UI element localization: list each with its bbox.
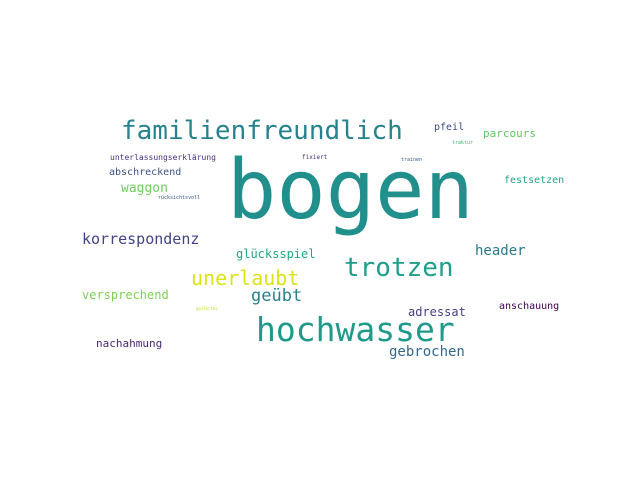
- word-nachahmung: nachahmung: [96, 337, 163, 350]
- word-geuebt: geübt: [251, 286, 303, 306]
- word-hochwasser: hochwasser: [256, 310, 455, 349]
- word-traktur: traktur: [452, 140, 474, 146]
- word-trainen: trainen: [401, 157, 423, 163]
- word-gebrochen: gebrochen: [389, 344, 465, 360]
- word-festsetzen: festsetzen: [504, 175, 565, 186]
- word-gluecksspiel: glücksspiel: [236, 247, 316, 261]
- word-fixiert: fixiert: [302, 154, 328, 161]
- word-trotzen: trotzen: [344, 253, 454, 283]
- word-waggon: waggon: [121, 181, 168, 196]
- word-header: header: [475, 243, 526, 259]
- word-unterlassungserklaerung: unterlassungserklärung: [110, 153, 216, 162]
- word-pfeil: pfeil: [434, 122, 465, 133]
- word-familienfreundlich: familienfreundlich: [121, 116, 403, 146]
- word-korrespondenz: korrespondenz: [82, 230, 200, 248]
- word-adressat: adressat: [408, 305, 466, 319]
- word-versprechend: versprechend: [82, 288, 169, 302]
- word-ruecksichtsvoll: rücksichtsvoll: [158, 195, 201, 201]
- word-anschauung: anschauung: [499, 301, 560, 312]
- word-bogen: bogen: [227, 143, 474, 238]
- word-abschreckend: abschreckend: [109, 167, 182, 178]
- word-unerlaubt: unerlaubt: [191, 266, 300, 290]
- word-parcours: parcours: [483, 127, 536, 140]
- word-gestoertes: gestörtes: [196, 306, 218, 311]
